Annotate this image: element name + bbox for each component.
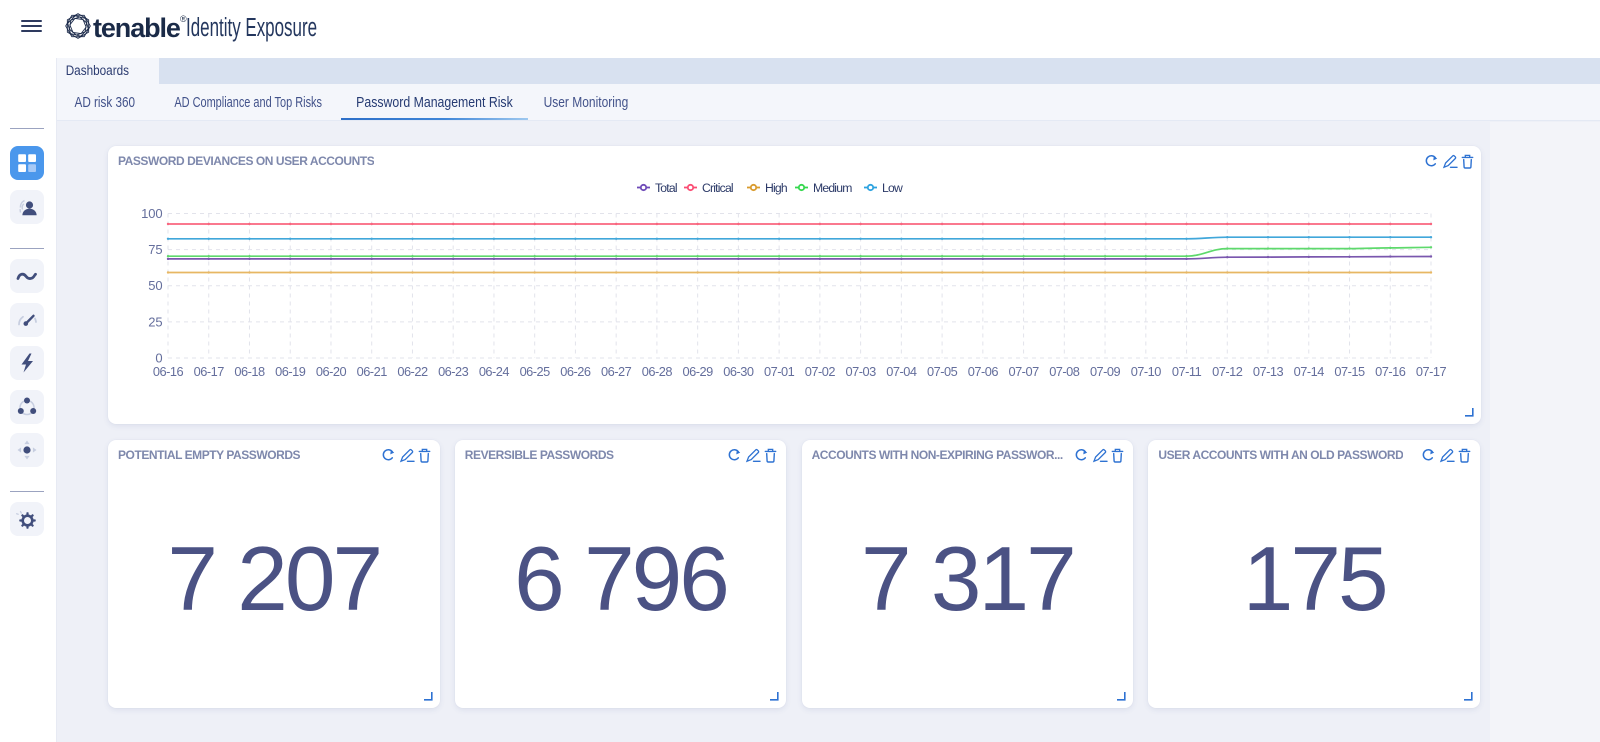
svg-text:07-09: 07-09 bbox=[1090, 364, 1121, 379]
svg-text:06-26: 06-26 bbox=[560, 364, 591, 379]
svg-text:07-14: 07-14 bbox=[1294, 364, 1325, 379]
svg-text:07-12: 07-12 bbox=[1212, 364, 1243, 379]
svg-text:06-22: 06-22 bbox=[397, 364, 428, 379]
svg-text:07-03: 07-03 bbox=[845, 364, 876, 379]
svg-text:06-16: 06-16 bbox=[153, 364, 184, 379]
svg-text:Medium: Medium bbox=[813, 181, 852, 195]
svg-text:06-23: 06-23 bbox=[438, 364, 469, 379]
svg-text:07-01: 07-01 bbox=[764, 364, 795, 379]
svg-text:Low: Low bbox=[882, 181, 903, 195]
svg-text:100: 100 bbox=[141, 206, 162, 221]
svg-text:50: 50 bbox=[148, 278, 162, 293]
svg-text:07-16: 07-16 bbox=[1375, 364, 1406, 379]
svg-text:07-06: 07-06 bbox=[968, 364, 999, 379]
svg-text:07-04: 07-04 bbox=[886, 364, 917, 379]
svg-text:07-08: 07-08 bbox=[1049, 364, 1080, 379]
svg-text:Critical: Critical bbox=[702, 181, 733, 195]
svg-text:75: 75 bbox=[148, 242, 162, 257]
svg-text:07-02: 07-02 bbox=[805, 364, 836, 379]
svg-text:07-15: 07-15 bbox=[1334, 364, 1365, 379]
svg-text:06-30: 06-30 bbox=[723, 364, 754, 379]
svg-text:07-05: 07-05 bbox=[927, 364, 958, 379]
svg-text:06-28: 06-28 bbox=[642, 364, 673, 379]
svg-text:06-25: 06-25 bbox=[520, 364, 551, 379]
svg-text:06-20: 06-20 bbox=[316, 364, 347, 379]
svg-text:07-10: 07-10 bbox=[1131, 364, 1162, 379]
svg-text:06-19: 06-19 bbox=[275, 364, 306, 379]
svg-text:07-07: 07-07 bbox=[1008, 364, 1039, 379]
svg-text:Total: Total bbox=[655, 181, 677, 195]
svg-text:06-24: 06-24 bbox=[479, 364, 510, 379]
svg-text:06-27: 06-27 bbox=[601, 364, 632, 379]
svg-text:06-29: 06-29 bbox=[683, 364, 714, 379]
svg-text:07-17: 07-17 bbox=[1416, 364, 1447, 379]
svg-text:06-21: 06-21 bbox=[357, 364, 388, 379]
svg-text:High: High bbox=[765, 181, 787, 195]
svg-text:06-17: 06-17 bbox=[194, 364, 225, 379]
svg-text:0: 0 bbox=[155, 350, 162, 365]
svg-text:06-18: 06-18 bbox=[234, 364, 265, 379]
svg-text:07-11: 07-11 bbox=[1172, 364, 1202, 379]
svg-text:25: 25 bbox=[148, 314, 162, 329]
svg-text:07-13: 07-13 bbox=[1253, 364, 1284, 379]
